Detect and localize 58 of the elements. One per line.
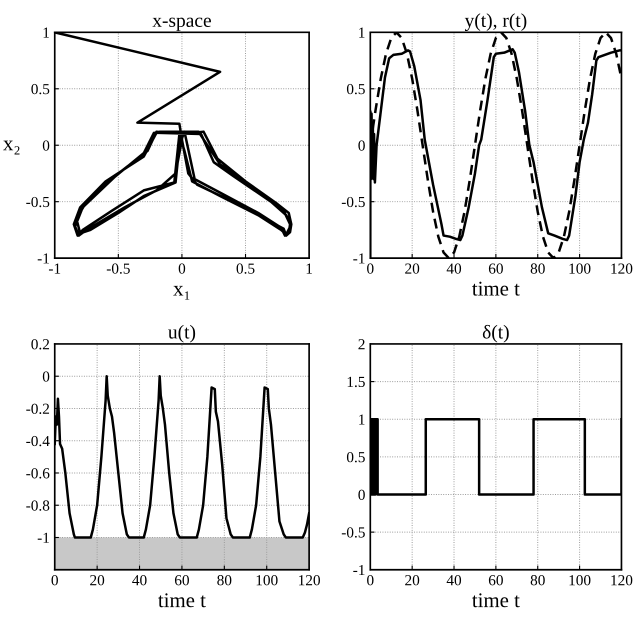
y-tick-label: 0.5	[346, 452, 365, 462]
y-tick-label: -1	[353, 564, 365, 576]
x-tick-label: 40	[446, 575, 462, 586]
x-tick-label: 60	[174, 575, 189, 586]
y-tick-label: -0.6	[26, 468, 50, 479]
y-tick-label: 0	[42, 371, 50, 382]
x-tick-label: 60	[488, 575, 503, 586]
y-tick-label: -0.5	[342, 527, 365, 538]
chart-title: δ(t)	[482, 324, 509, 343]
y-tick-label: -0.5	[26, 196, 50, 208]
chart-title: y(t), r(t)	[464, 13, 526, 31]
y-tick-label: 0	[358, 490, 365, 500]
chart-title: u(t)	[168, 324, 196, 343]
x-tick-label: 100	[569, 575, 590, 586]
x-tick-label: 40	[132, 575, 147, 586]
y-tick-label: 0	[42, 140, 50, 151]
y-tick-label: 0.5	[346, 84, 365, 94]
y-tick-label: 1	[359, 414, 365, 425]
x-tick-label: 120	[611, 263, 632, 274]
y-tick-label: -0.8	[26, 500, 50, 511]
x-tick-label: 20	[405, 575, 420, 586]
x-tick-label: 80	[530, 263, 545, 274]
y-tick-label: 1	[44, 28, 49, 38]
x-tick-label: 100	[569, 263, 590, 274]
x-axis-title: time t	[472, 282, 520, 296]
x-axis-title: time t	[472, 593, 520, 608]
x-tick-label: 60	[488, 263, 503, 274]
x-tick-label: -0.5	[106, 263, 130, 274]
y-tick-label: -0.5	[342, 196, 365, 208]
y-tick-label: 0	[358, 140, 365, 151]
x-tick-label: 120	[299, 575, 320, 586]
y-tick-label: -1	[38, 253, 49, 264]
y-axis-title: x₂	[3, 140, 20, 154]
x-tick-label: 100	[256, 575, 278, 586]
y-tick-label: -0.4	[26, 436, 50, 446]
y-tick-label: 1	[359, 28, 365, 38]
y-tick-label: -1	[353, 253, 365, 264]
x-tick-label: 1	[306, 264, 312, 274]
x-tick-label: 80	[530, 575, 545, 586]
x-tick-label: 0.5	[236, 263, 254, 274]
x-tick-label: 20	[405, 263, 420, 274]
x-tick-label: 80	[217, 575, 232, 586]
y-tick-label: -1	[38, 532, 49, 543]
x-tick-label: 0	[367, 263, 374, 274]
x-tick-label: 120	[611, 575, 632, 586]
y-tick-label: 1.5	[348, 376, 365, 388]
y-tick-label: 0.2	[31, 339, 50, 350]
x-tick-label: 0	[367, 575, 374, 586]
chart-title: x-space	[152, 18, 211, 31]
x-tick-label: 0	[178, 263, 186, 274]
x-tick-label: 0	[52, 575, 58, 586]
x-axis-title: time t	[158, 593, 206, 608]
y-tick-label: 2	[358, 339, 365, 350]
x-tick-label: 40	[446, 263, 462, 274]
y-tick-label: -0.2	[26, 404, 50, 414]
y-tick-label: 0.5	[31, 84, 50, 94]
x-tick-label: 20	[90, 575, 104, 586]
x-axis-title: x₁	[173, 286, 190, 300]
